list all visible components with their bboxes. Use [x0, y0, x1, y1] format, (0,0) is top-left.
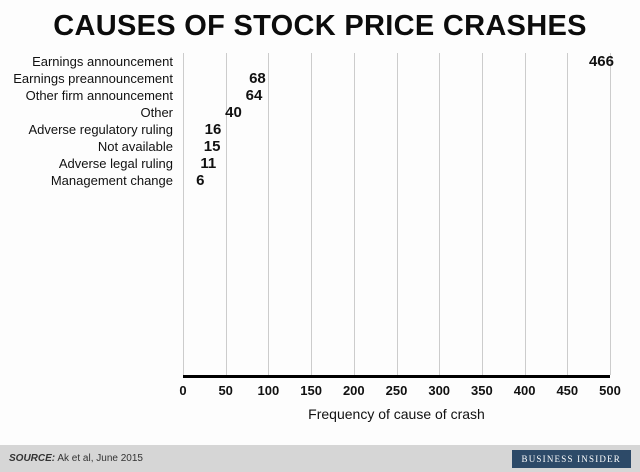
bar-value-label: 16: [204, 121, 222, 138]
category-label: Earnings announcement: [32, 54, 173, 69]
category-label: Earnings preannouncement: [13, 71, 173, 86]
gridline: [481, 53, 483, 375]
plot-area: Earnings announcement 466 Earnings preanno…: [13, 53, 614, 378]
bar-row: Earnings announcement 466: [32, 53, 614, 70]
category-label: Adverse regulatory ruling: [28, 122, 173, 137]
business-insider-logo: BUSINESS INSIDER: [511, 449, 631, 468]
bar-rows: Earnings announcement 466 Earnings preanno…: [13, 53, 614, 189]
bar-row: Adverse legal ruling 11: [59, 155, 610, 172]
category-label: Management change: [50, 173, 173, 188]
gridline: [524, 53, 526, 375]
bar-value-label: 15: [203, 138, 221, 155]
bar-value-label: 11: [200, 155, 217, 172]
gridline: [567, 53, 569, 375]
source-label: SOURCE:: [9, 453, 56, 464]
x-tick-label: 0: [179, 383, 187, 398]
source-text: Ak et al, June 2015: [55, 453, 143, 464]
bar-row: Adverse regulatory ruling 16: [28, 121, 610, 138]
gridline: [353, 53, 355, 375]
bar-value-label: 6: [196, 172, 205, 189]
x-tick-label: 450: [556, 383, 579, 398]
bar-row: Not available 15: [98, 138, 610, 155]
gridline: [610, 53, 611, 375]
x-tick-label: 50: [218, 383, 233, 398]
gridline: [225, 53, 227, 375]
gridline: [439, 53, 441, 375]
x-tick-label: 500: [599, 383, 621, 398]
bar-value-label: 68: [249, 70, 266, 87]
gridline: [183, 53, 184, 375]
x-tick-label: 100: [257, 383, 280, 398]
source-credit: SOURCE: Ak et al, June 2015: [9, 453, 143, 464]
gridline: [311, 53, 313, 375]
bar-row: Other 40: [140, 104, 610, 121]
x-axis-ticks: 0 50 100 150 200 250 300 350 400 450 500: [179, 383, 620, 403]
category-label: Other: [140, 105, 173, 120]
category-label: Adverse legal ruling: [58, 156, 173, 171]
gridline: [396, 53, 398, 375]
bar-value-label: 466: [588, 53, 614, 70]
bar-row: Other firm announcement 64: [26, 87, 610, 104]
bar-row: Management change 6: [51, 172, 610, 189]
x-tick-label: 350: [471, 383, 493, 398]
category-label: Other firm announcement: [25, 88, 173, 103]
bar-value-label: 64: [245, 87, 263, 104]
chart-title: CAUSES OF STOCK PRICE CRASHES: [53, 10, 587, 42]
x-axis-label: Frequency of cause of crash: [308, 406, 485, 422]
x-tick-label: 250: [385, 383, 408, 398]
category-label: Not available: [97, 139, 173, 154]
x-tick-label: 300: [428, 383, 451, 398]
bar-value-label: 40: [225, 104, 242, 121]
x-tick-label: 200: [342, 383, 365, 398]
gridline: [268, 53, 270, 375]
x-tick-label: 400: [513, 383, 536, 398]
x-tick-label: 150: [300, 383, 322, 398]
bar-row: Earnings preannouncement 68: [13, 70, 610, 87]
bar-chart: Earnings announcement 466 Earnings preanno…: [0, 51, 640, 422]
footer-bar: SOURCE: Ak et al, June 2015 BUSINESS INS…: [0, 445, 640, 472]
